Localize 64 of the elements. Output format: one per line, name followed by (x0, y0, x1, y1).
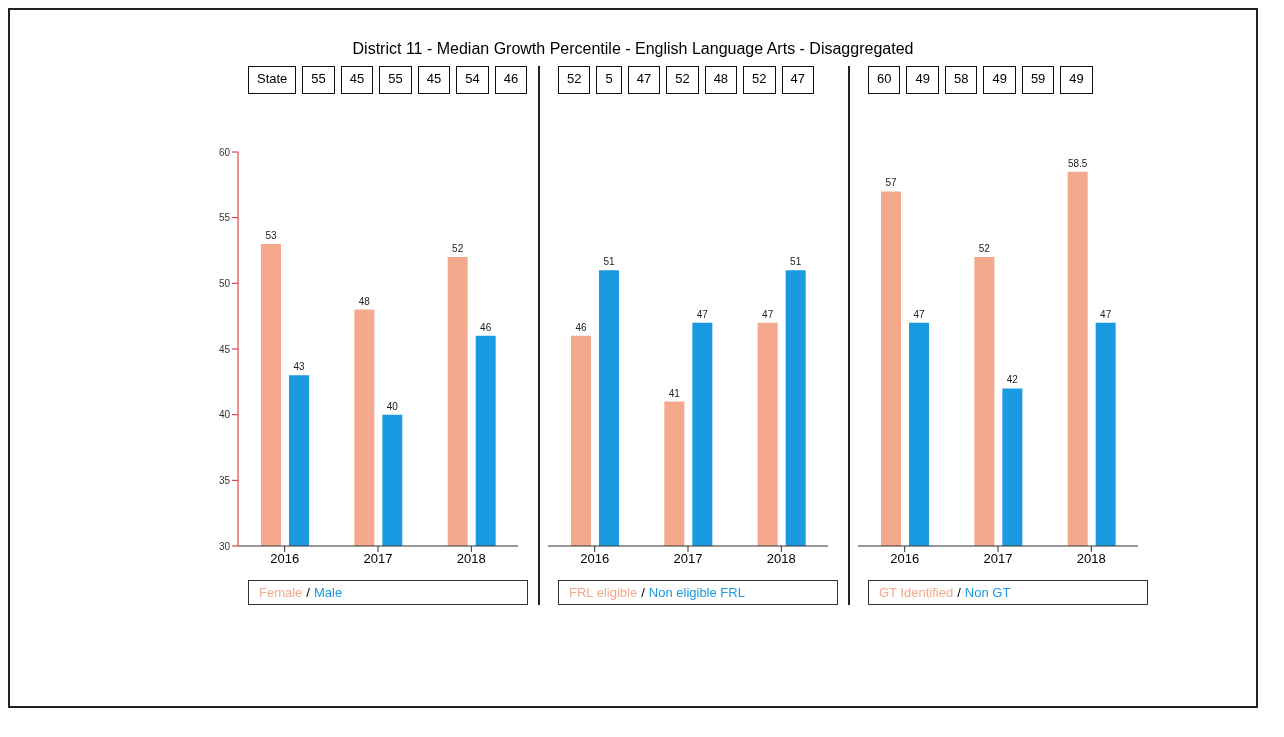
text: 55 (379, 66, 412, 94)
text: GT Identified (879, 585, 954, 600)
text: 47 (627, 66, 661, 94)
text: Female (259, 585, 303, 600)
x-tick-label: 2016 (580, 551, 610, 567)
text: Non GT (964, 585, 1011, 600)
text: / (641, 585, 645, 600)
x-tick-label: 2017 (363, 551, 393, 567)
text: State (248, 66, 297, 94)
data-label: 47 (762, 308, 774, 320)
x-tick-label: 2018 (456, 551, 486, 567)
y-tick-label: 50 (218, 277, 231, 289)
data-label: 41 (668, 387, 681, 399)
text: 55 (302, 66, 335, 94)
text: 45 (417, 66, 451, 94)
data-label: 57 (885, 177, 897, 189)
x-tick-label: 2017 (673, 551, 703, 567)
text: 52 (743, 66, 776, 94)
text: Male (313, 585, 343, 600)
text: 46 (494, 66, 528, 94)
data-label: 43 (293, 361, 305, 373)
text: / (957, 585, 961, 600)
text: 58 (944, 66, 978, 94)
x-tick-label: 2018 (766, 551, 796, 567)
x-tick-label: 2017 (983, 551, 1013, 567)
text: 45 (340, 66, 374, 94)
data-label: 51 (603, 256, 615, 268)
text: 48 (704, 66, 738, 94)
text: FRL eligible (569, 585, 638, 600)
text: 47 (781, 66, 815, 94)
data-label: 47 (696, 308, 709, 320)
y-tick-label: 60 (218, 146, 231, 158)
data-label: 58.5 (1067, 157, 1088, 169)
text: 49 (1060, 66, 1093, 94)
data-label: 52 (452, 243, 464, 255)
y-tick-label: 40 (218, 409, 231, 421)
y-tick-label: 35 (218, 474, 231, 486)
y-tick-label: 55 (218, 212, 231, 224)
text: 52 (666, 66, 699, 94)
x-tick-label: 2018 (1076, 551, 1106, 567)
data-label: 47 (1100, 308, 1112, 320)
data-label: 51 (790, 256, 802, 268)
text: 59 (1021, 66, 1055, 94)
text: 49 (906, 66, 939, 94)
text: 49 (983, 66, 1016, 94)
data-label: 42 (1006, 374, 1019, 386)
data-label: 40 (386, 400, 399, 412)
data-label: 47 (913, 308, 925, 320)
text: District 11 - Median Growth Percentile - English Language Arts - Disaggregated (351, 40, 915, 58)
text: 60 (868, 66, 901, 94)
y-tick-label: 45 (218, 343, 231, 355)
data-label: 46 (480, 321, 492, 333)
text: 5 (596, 66, 622, 94)
y-tick-label: 30 (218, 540, 231, 552)
text: / (306, 585, 310, 600)
x-tick-label: 2016 (890, 551, 920, 567)
data-label: 53 (265, 229, 277, 241)
x-tick-label: 2016 (270, 551, 300, 567)
text: 52 (558, 66, 591, 94)
data-label: 46 (575, 321, 587, 333)
text: 54 (456, 66, 489, 94)
data-label: 48 (358, 295, 371, 307)
text: Non eligible FRL (648, 585, 745, 600)
data-label: 52 (978, 243, 991, 255)
